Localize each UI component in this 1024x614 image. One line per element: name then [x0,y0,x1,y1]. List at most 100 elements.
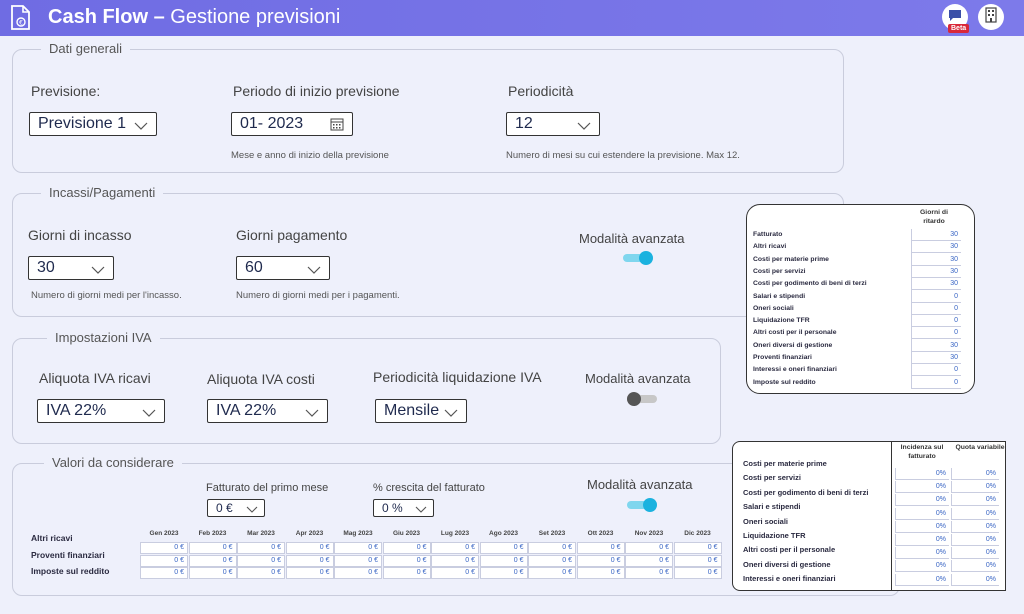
chevron-down-icon [134,118,148,130]
valori-cell[interactable]: 0 € [528,554,576,567]
valori-cell[interactable]: 0 € [382,554,431,567]
valori-cell[interactable]: 0 € [673,554,722,567]
incidenza-cell[interactable]: 0% [951,468,999,480]
month-header: Apr 2023 [295,530,324,537]
incidenza-cell[interactable]: 0% [895,534,949,546]
ritardo-row-label: Interessi e oneri finanziari [753,366,837,374]
ritardo-row-value[interactable]: 0 [911,376,961,389]
valori-cell[interactable]: 0 € [479,567,528,579]
valori-cell[interactable]: 0 € [528,542,576,554]
ritardo-row-value[interactable]: 30 [911,265,961,278]
valori-cell[interactable]: 0 € [188,542,237,554]
valori-cell[interactable]: 0 € [188,567,237,579]
company-button[interactable] [978,4,1004,30]
ritardo-row-label: Salari e stipendi [753,292,806,300]
chat-button[interactable]: Beta [942,4,970,33]
incidenza-cell[interactable]: 0% [951,547,999,560]
ritardo-row-value[interactable]: 0 [911,364,961,377]
incidenza-cell[interactable]: 0% [895,560,949,573]
valori-cell[interactable]: 0 € [237,567,285,579]
valori-cell[interactable]: 0 € [334,554,382,567]
valori-cell[interactable]: 0 € [673,567,722,579]
valori-cell[interactable]: 0 € [625,542,673,554]
giorni-pagamento-select[interactable]: 60 [236,256,330,280]
incidenza-cell[interactable]: 0% [951,481,999,494]
valori-cell[interactable]: 0 € [576,567,625,579]
valori-cell[interactable]: 0 € [382,542,431,554]
valori-cell[interactable]: 0 € [237,554,285,567]
ritardo-row-value[interactable]: 30 [911,339,961,352]
ritardo-row-value[interactable]: 0 [911,327,961,340]
modalita-avanzata-toggle[interactable] [623,251,655,265]
incidenza-cell[interactable]: 0% [951,534,999,546]
incidenza-cell[interactable]: 0% [951,560,999,573]
valori-cell[interactable]: 0 € [625,567,673,579]
incidenza-cell[interactable]: 0% [951,573,999,586]
incidenza-cell[interactable]: 0% [895,573,949,586]
previsione-select[interactable]: Previsione 1 [29,112,157,136]
incidenza-cell[interactable]: 0% [895,494,949,507]
incidenza-cell[interactable]: 0% [951,520,999,533]
ritardo-row-value[interactable]: 30 [911,253,961,266]
valori-cell[interactable]: 0 € [285,542,334,554]
incidenza-cell[interactable]: 0% [895,520,949,533]
valori-row-label: Altri ricavi [31,533,73,543]
valori-cell[interactable]: 0 € [382,567,431,579]
valori-cell[interactable]: 0 € [528,567,576,579]
valori-row-label: Imposte sul reddito [31,566,110,576]
fatturato-select[interactable]: 0 € [207,499,265,517]
iva-ricavi-select[interactable]: IVA 22% [37,399,165,423]
valori-cell[interactable]: 0 € [334,542,382,554]
valori-cell[interactable]: 0 € [576,542,625,554]
crescita-label: % crescita del fatturato [373,482,485,494]
ritardo-row-value[interactable]: 30 [911,352,961,364]
valori-cell[interactable]: 0 € [140,554,188,567]
month-header: Giu 2023 [392,530,421,537]
periodo-input[interactable]: 01- 2023 [231,112,353,136]
iva-costi-select[interactable]: IVA 22% [207,399,328,423]
giorni-incasso-select[interactable]: 30 [28,256,114,280]
ritardo-row-value[interactable]: 0 [911,290,961,303]
valori-cell[interactable]: 0 € [431,567,479,579]
ritardo-row-value[interactable]: 30 [911,278,961,291]
valori-cell[interactable]: 0 € [431,542,479,554]
month-header: Lug 2023 [440,530,470,537]
document-icon: € [8,4,34,32]
valori-cell[interactable]: 0 € [140,567,188,579]
valori-cell[interactable]: 0 € [140,542,188,554]
impostazioni-iva-panel: Impostazioni IVA Aliquota IVA ricavi IVA… [12,330,721,444]
ritardo-row-value[interactable]: 0 [911,302,961,315]
valori-cell[interactable]: 0 € [334,567,382,579]
svg-text:€: € [19,20,23,27]
valori-cell[interactable]: 0 € [285,554,334,567]
valori-cell[interactable]: 0 € [479,542,528,554]
giorni-incasso-value: 30 [37,259,55,276]
fatturato-label: Fatturato del primo mese [206,482,329,494]
incidenza-cell[interactable]: 0% [895,481,949,494]
valori-cell[interactable]: 0 € [625,554,673,567]
ritardo-row-value[interactable]: 30 [911,229,961,241]
ritardo-row-value[interactable]: 30 [911,241,961,254]
valori-cell[interactable]: 0 € [188,554,237,567]
iva-modalita-label: Modalità avanzata [585,371,691,386]
incidenza-cell[interactable]: 0% [951,494,999,507]
valori-modalita-toggle[interactable] [627,498,659,512]
iva-periodicita-select[interactable]: Mensile [375,399,467,423]
calendar-icon[interactable] [330,117,344,131]
incidenza-cell[interactable]: 0% [895,507,949,520]
valori-cell[interactable]: 0 € [673,542,722,554]
incidenza-cell[interactable]: 0% [895,547,949,560]
incidenza-cell[interactable]: 0% [951,507,999,520]
valori-cell[interactable]: 0 € [479,554,528,567]
iva-modalita-toggle[interactable] [627,392,659,406]
valori-cell[interactable]: 0 € [576,554,625,567]
giorni-ritardo-table: Giorni di ritardo Fatturato 30 Altri ricavi… [746,204,975,394]
ritardo-row-value[interactable]: 0 [911,315,961,328]
valori-cell[interactable]: 0 € [431,554,479,567]
periodicita-select[interactable]: 12 [506,112,600,136]
valori-cell[interactable]: 0 € [285,567,334,579]
crescita-value: 0 % [382,501,403,515]
valori-cell[interactable]: 0 € [237,542,285,554]
incidenza-cell[interactable]: 0% [895,468,949,480]
crescita-select[interactable]: 0 % [373,499,434,517]
